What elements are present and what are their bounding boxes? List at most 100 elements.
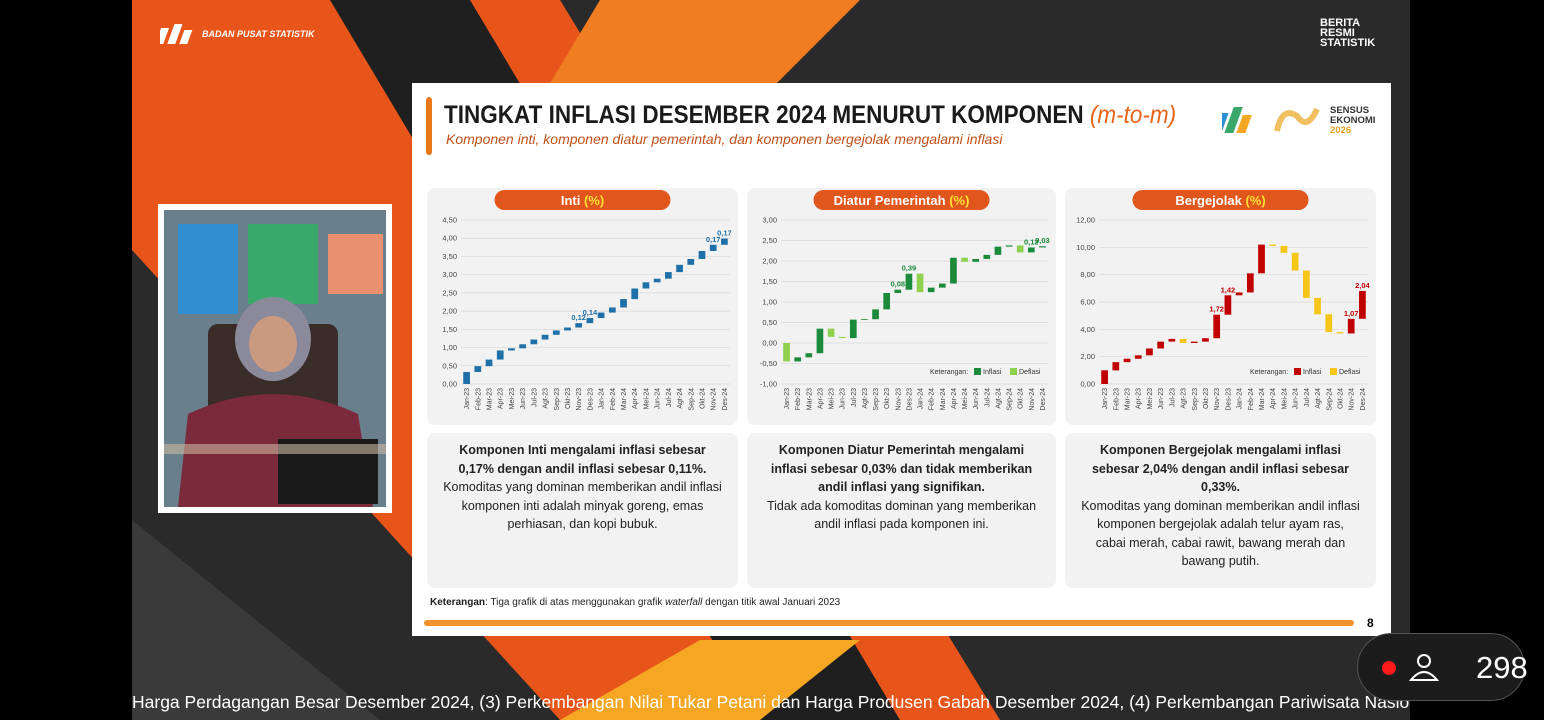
logo-text: SENSUS EKONOMI 2026 [1330, 106, 1375, 136]
y-tick-label: 0,50 [442, 361, 457, 370]
y-tick-label: 2,00 [442, 307, 457, 316]
bar [894, 289, 902, 293]
x-tick-label: Jan-23 [784, 388, 791, 410]
bar [983, 254, 991, 259]
x-tick-label: Apr-23 [817, 388, 824, 409]
x-tick-label: Jul-23 [851, 388, 858, 407]
title-text: Bergejolak [1175, 193, 1242, 208]
legend-label: Deflasi [1019, 369, 1041, 376]
bar [916, 273, 924, 293]
y-tick-label: -0,50 [760, 359, 777, 368]
bar [872, 309, 879, 320]
ticker: Harga Perdagangan Besar Desember 2024, (… [132, 692, 1410, 712]
bar [463, 371, 470, 384]
x-tick-label: Nov-24 [711, 388, 718, 411]
y-tick-label: 3,00 [762, 216, 777, 225]
x-tick-label: Des-24 [1360, 388, 1367, 411]
bar [676, 264, 683, 273]
x-tick-label: Des-23 [587, 388, 594, 411]
data-label: 0,03 [1035, 236, 1050, 245]
x-tick-label: Okt-24 [1018, 388, 1025, 409]
bar [1336, 332, 1344, 334]
bar [1112, 362, 1120, 371]
bar [653, 278, 661, 283]
x-tick-label: Jul-23 [1169, 388, 1176, 407]
chart-panel: Diatur Pemerintah (%) -1,00 -0,50 0,00 0,50 1… [747, 188, 1056, 425]
y-tick-label: 6,00 [1080, 298, 1095, 307]
x-tick-label: Sep-23 [554, 388, 561, 411]
x-tick-label: Feb-24 [929, 388, 936, 410]
data-label: 1,72 [1209, 305, 1224, 314]
y-tick-label: 12,00 [1076, 216, 1095, 225]
x-tick-label: Okt-23 [884, 388, 891, 409]
bar [950, 257, 957, 284]
x-tick-label: Jul-23 [531, 388, 538, 407]
note-text: : Tiga grafik di atas menggunakan grafik [485, 597, 666, 608]
org-name: BADAN PUSAT STATISTIK [202, 29, 315, 39]
x-tick-label: Sep-24 [688, 388, 695, 411]
bps-logo: BADAN PUSAT STATISTIK [155, 20, 315, 55]
bar [620, 299, 627, 308]
brand: BERITA RESMI STATISTIK [1320, 17, 1375, 49]
x-tick-label: Des-24 [722, 388, 729, 411]
brand-line: BERITA [1320, 17, 1361, 29]
x-tick-label: Mar-24 [940, 388, 947, 410]
x-tick-label: Mar-24 [621, 388, 628, 410]
bar [1325, 314, 1333, 333]
panel-bold: Komponen Bergejolak mengalami inflasi se… [1091, 443, 1350, 494]
bar [994, 246, 1002, 255]
x-tick-label: Des-24 [1040, 388, 1047, 411]
x-tick-label: Okt-23 [565, 388, 572, 409]
data-label: 1,07 [1344, 309, 1359, 318]
logo-icon [1212, 107, 1320, 133]
webcam-feed [164, 210, 386, 507]
bar [485, 359, 493, 367]
y-tick-label: 3,50 [442, 252, 457, 261]
bar [794, 357, 802, 362]
y-tick-label: 1,00 [442, 343, 457, 352]
x-tick-label: Agt-23 [543, 388, 550, 409]
bar [849, 319, 857, 339]
bar [1246, 273, 1254, 293]
slide-subtitle: Komponen inti, komponen diatur pemerinta… [446, 131, 1003, 147]
bar [883, 292, 891, 310]
viewer-number: 298 [1476, 650, 1528, 685]
legend-swatch [1294, 368, 1301, 375]
bar [1016, 245, 1024, 253]
logo-icon [155, 24, 193, 44]
y-tick-label: 0,00 [1080, 380, 1095, 389]
y-tick-label: 2,50 [442, 288, 457, 297]
x-tick-label: Nov-24 [1349, 388, 1356, 411]
bar [1101, 370, 1108, 384]
bar [1179, 338, 1187, 343]
y-tick-label: 2,00 [1080, 352, 1095, 361]
x-tick-label: Apr-23 [1136, 388, 1143, 409]
bar [530, 339, 538, 345]
bar [938, 283, 946, 288]
title-pill [1132, 190, 1309, 210]
bar [608, 307, 616, 313]
title-text: TINGKAT INFLASI DESEMBER 2024 MENURUT KO… [444, 101, 1084, 129]
legend-title: Keterangan: [1250, 369, 1288, 376]
y-tick-label: 2,50 [762, 236, 777, 245]
x-tick-label: Nov-24 [1029, 388, 1036, 411]
bar [1146, 348, 1153, 356]
x-tick-label: Agt-24 [677, 388, 684, 409]
note-text: dengan titik awal Januari 2023 [702, 597, 841, 608]
panel-text: Komoditas yang dominan memberikan andil … [443, 480, 722, 531]
bar [586, 318, 594, 324]
viewer-count[interactable]: 298 [1357, 633, 1528, 701]
bar [474, 366, 482, 372]
y-tick-label: 3,00 [442, 270, 457, 279]
x-tick-label: Jul-24 [1304, 388, 1311, 407]
bar [1347, 318, 1355, 334]
x-tick-label: Feb-24 [610, 388, 617, 410]
bar [783, 343, 790, 362]
x-tick-label: Jun-23 [520, 388, 527, 410]
y-tick-label: 1,50 [442, 325, 457, 334]
y-tick-label: 10,00 [1076, 243, 1095, 252]
x-tick-label: Nov-23 [1214, 388, 1221, 411]
bar [698, 250, 706, 259]
bar [1190, 341, 1198, 343]
